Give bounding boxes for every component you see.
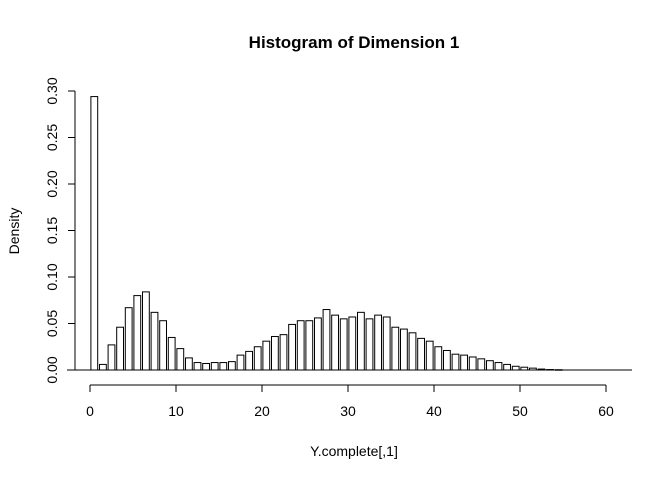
x-tick-label: 10	[168, 403, 184, 419]
x-tick-label: 20	[254, 403, 270, 419]
histogram-bar	[382, 316, 391, 371]
histogram-bar	[374, 314, 383, 371]
x-tick-label: 30	[340, 403, 356, 419]
histogram-bar	[236, 354, 245, 371]
histogram-bar	[159, 320, 167, 371]
histogram-bar	[185, 357, 193, 371]
histogram-bar	[477, 358, 486, 371]
y-tick-label: 0.10	[44, 263, 60, 290]
histogram-bar	[193, 362, 202, 371]
histogram-bar	[494, 362, 503, 371]
y-axis-label: Density	[6, 208, 22, 255]
histogram-bar	[408, 332, 417, 371]
histogram-bar	[90, 96, 99, 371]
y-axis: 0.00 0.05 0.10 0.15 0.20 0.25 0.30	[44, 77, 76, 384]
histogram-bar	[331, 314, 340, 371]
histogram-bar	[417, 337, 426, 371]
x-tick-label: 60	[598, 403, 614, 419]
histogram-bar	[228, 361, 236, 371]
histogram-bar	[451, 353, 460, 371]
histogram-bar	[107, 344, 116, 371]
y-tick-label: 0.20	[44, 170, 60, 197]
histogram-bar	[210, 362, 219, 371]
histogram-bar	[279, 334, 288, 371]
histogram-bar	[511, 365, 520, 371]
histogram-bar	[434, 346, 443, 371]
histogram-bar	[99, 363, 107, 371]
histogram-bar	[271, 336, 279, 371]
histogram-bar	[245, 350, 253, 371]
histogram-bar	[296, 320, 305, 371]
histogram-bar	[150, 311, 159, 371]
histogram-bar	[486, 360, 494, 371]
histogram-bar	[314, 317, 322, 371]
histogram-bar	[253, 346, 262, 371]
y-tick-label: 0.00	[44, 356, 60, 383]
y-tick-label: 0.15	[44, 217, 60, 244]
y-tick-label: 0.30	[44, 77, 60, 104]
histogram-bar	[167, 336, 176, 371]
histogram-bar	[124, 307, 133, 371]
histogram-bar	[176, 348, 185, 371]
histogram-bar	[365, 318, 374, 371]
histogram-bar	[219, 362, 228, 371]
histogram-bar	[400, 328, 408, 371]
y-tick-label: 0.25	[44, 124, 60, 151]
histogram-bar	[443, 349, 451, 371]
x-tick-label: 40	[426, 403, 442, 419]
histogram-bar	[391, 326, 400, 371]
histogram-bar	[503, 363, 512, 371]
histogram-bar	[322, 309, 331, 371]
histogram-bar	[305, 320, 314, 371]
histogram-bar	[288, 323, 297, 371]
histogram-bar	[468, 356, 477, 371]
bars-group	[90, 96, 563, 371]
histogram-bar	[339, 318, 348, 371]
histogram-bar	[460, 354, 469, 371]
histogram-bar	[425, 340, 434, 371]
histogram-bar	[116, 326, 124, 371]
x-tick-label: 50	[512, 403, 528, 419]
x-axis: 0 10 20 30 40 50 60	[86, 384, 614, 419]
histogram-bar	[202, 362, 210, 371]
histogram-bar	[348, 316, 357, 371]
histogram-bar	[142, 291, 150, 371]
histogram-bar	[133, 295, 142, 371]
histogram-bar	[357, 311, 365, 371]
y-tick-label: 0.05	[44, 310, 60, 337]
x-axis-label: Y.complete[,1]	[310, 443, 398, 459]
chart-title: Histogram of Dimension 1	[249, 33, 460, 52]
histogram-bar	[262, 340, 271, 371]
x-tick-label: 0	[86, 403, 94, 419]
